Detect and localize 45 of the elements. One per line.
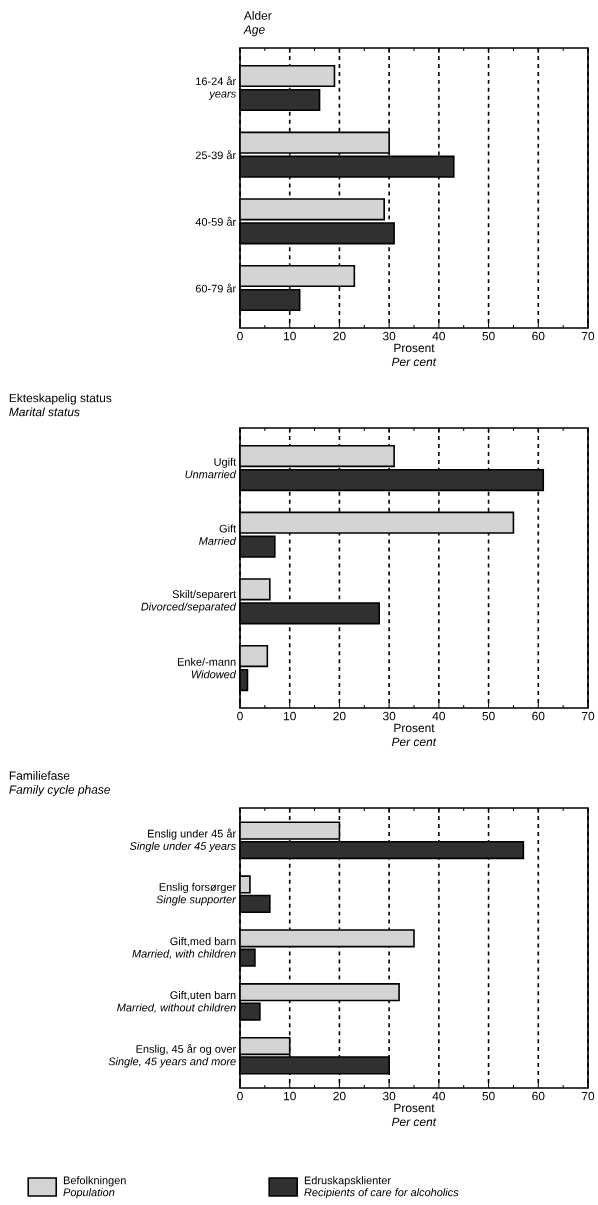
x-tick-label: 60 — [532, 331, 545, 341]
chart-title: Alder Age — [243, 11, 272, 37]
x-tick-label: 50 — [482, 1091, 495, 1101]
x-tick-label: 30 — [382, 1091, 396, 1101]
y-tick-label: Enslig, 45 år og over Single, 45 years and more — [108, 1043, 236, 1068]
x-axis-title: Prosent Per cent — [391, 1103, 437, 1127]
y-tick-label: 16-24 år years — [196, 76, 236, 100]
x-tick-label: 70 — [581, 331, 595, 341]
x-tick-label: 10 — [283, 711, 296, 721]
y-tick-label: Enslig under 45 år Single under 45 years — [129, 828, 236, 853]
y-tick-label: Skilt/separert Divorced/separated — [141, 590, 237, 613]
x-tick-label: 30 — [382, 331, 396, 341]
legend-label: Befolkningen Population — [63, 1176, 126, 1199]
x-axis-title: Prosent Per cent — [391, 343, 437, 367]
x-tick-label: 40 — [432, 1091, 446, 1101]
y-tick-label: Ugift Unmarried — [185, 457, 237, 479]
y-tick-label: 40-59 år — [195, 216, 236, 226]
x-tick-label: 50 — [482, 711, 495, 721]
x-axis-title: Prosent Per cent — [391, 723, 437, 747]
x-tick-label: 70 — [581, 711, 595, 721]
y-tick-label: Enslig forsørger Single supporter — [156, 882, 237, 906]
x-tick-label: 20 — [333, 711, 346, 721]
x-tick-label: 40 — [432, 331, 446, 341]
x-tick-label: 60 — [532, 711, 545, 721]
x-tick-label: 20 — [333, 1091, 346, 1101]
y-tick-label: Gift,uten barn Married, without children — [117, 990, 236, 1013]
x-tick-label: 0 — [237, 1091, 243, 1101]
legend-label: Edruskapsklienter Recipients of care for alcoholics — [304, 1176, 459, 1199]
y-tick-label: Enke/-mann Widowed — [177, 657, 237, 679]
x-tick-label: 30 — [382, 711, 396, 721]
y-tick-label: 25-39 år — [195, 150, 236, 160]
x-tick-label: 0 — [237, 711, 243, 721]
y-tick-label: Gift,med barn Married, with children — [132, 937, 236, 959]
text: Familiefase Family cycle phase — [9, 771, 111, 797]
x-tick-label: 20 — [333, 331, 346, 341]
y-tick-label: 60-79 år — [195, 283, 236, 293]
text: Ekteskapelig status Marital status — [9, 393, 112, 417]
x-tick-label: 10 — [283, 331, 296, 341]
x-tick-label: 70 — [581, 1091, 595, 1101]
x-tick-label: 40 — [432, 711, 446, 721]
y-tick-label: Gift Married — [199, 524, 237, 545]
x-tick-label: 50 — [482, 331, 495, 341]
x-tick-label: 60 — [532, 1091, 545, 1101]
x-tick-label: 10 — [283, 1091, 296, 1101]
x-tick-label: 0 — [237, 331, 243, 341]
